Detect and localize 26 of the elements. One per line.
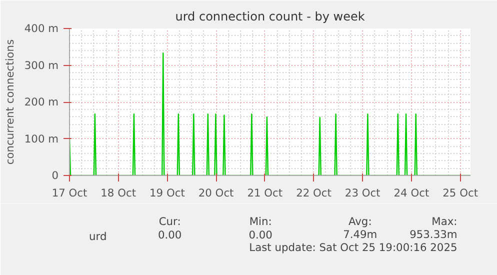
- text: Min:: [249, 215, 272, 228]
- y-tick-label: 100 m: [24, 132, 58, 146]
- text: 7.49m: [343, 228, 378, 241]
- x-tick-label: 18 Oct: [100, 186, 136, 200]
- y-tick-label: 400 m: [24, 22, 58, 35]
- text: Last update: Sat Oct 25 19:00:16 2025: [249, 241, 458, 254]
- x-tick-label: 19 Oct: [150, 186, 185, 200]
- text: Avg:: [348, 215, 372, 228]
- y-axis-title: concurrent connections: [3, 38, 16, 165]
- chart-title: urd connection count - by week: [175, 10, 365, 24]
- text: Max:: [432, 215, 458, 228]
- x-tick-label: 17 Oct: [52, 186, 88, 200]
- x-tick-label: 20 Oct: [198, 186, 234, 200]
- text: 0.00: [248, 228, 273, 242]
- text: 0.00: [158, 228, 182, 242]
- y-tick-label: 300 m: [24, 58, 58, 72]
- y-tick-label: 200 m: [24, 96, 58, 108]
- x-tick-label: 21 Oct: [247, 186, 283, 200]
- text: Cur:: [158, 215, 181, 228]
- text: urd: [89, 230, 108, 243]
- x-tick-label: 24 Oct: [394, 186, 430, 200]
- x-tick-label: 23 Oct: [344, 186, 380, 200]
- x-tick-label: 25 Oct: [442, 186, 478, 200]
- x-tick-label: 22 Oct: [296, 186, 332, 200]
- text: 953.33m: [410, 228, 458, 241]
- y-tick-label: 0: [52, 169, 59, 182]
